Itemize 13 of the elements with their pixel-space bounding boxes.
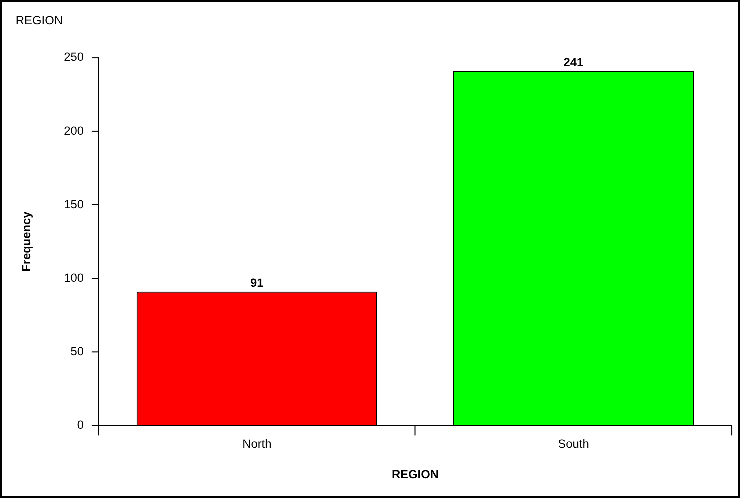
chart-title: REGION [16,13,63,28]
data-label: 91 [250,276,264,290]
data-label: 241 [564,56,584,70]
y-tick-label: 150 [64,197,84,212]
x-axis-title: REGION [392,467,439,482]
y-tick-label: 0 [77,418,84,432]
y-tick-label: 100 [64,270,84,285]
x-tick-label: South [558,437,590,452]
y-tick-label: 200 [64,124,84,138]
y-tick-label: 50 [70,344,84,358]
y-axis-title: Frequency [19,211,34,272]
y-tick-label: 250 [64,50,84,64]
x-tick-label: North [242,437,272,452]
